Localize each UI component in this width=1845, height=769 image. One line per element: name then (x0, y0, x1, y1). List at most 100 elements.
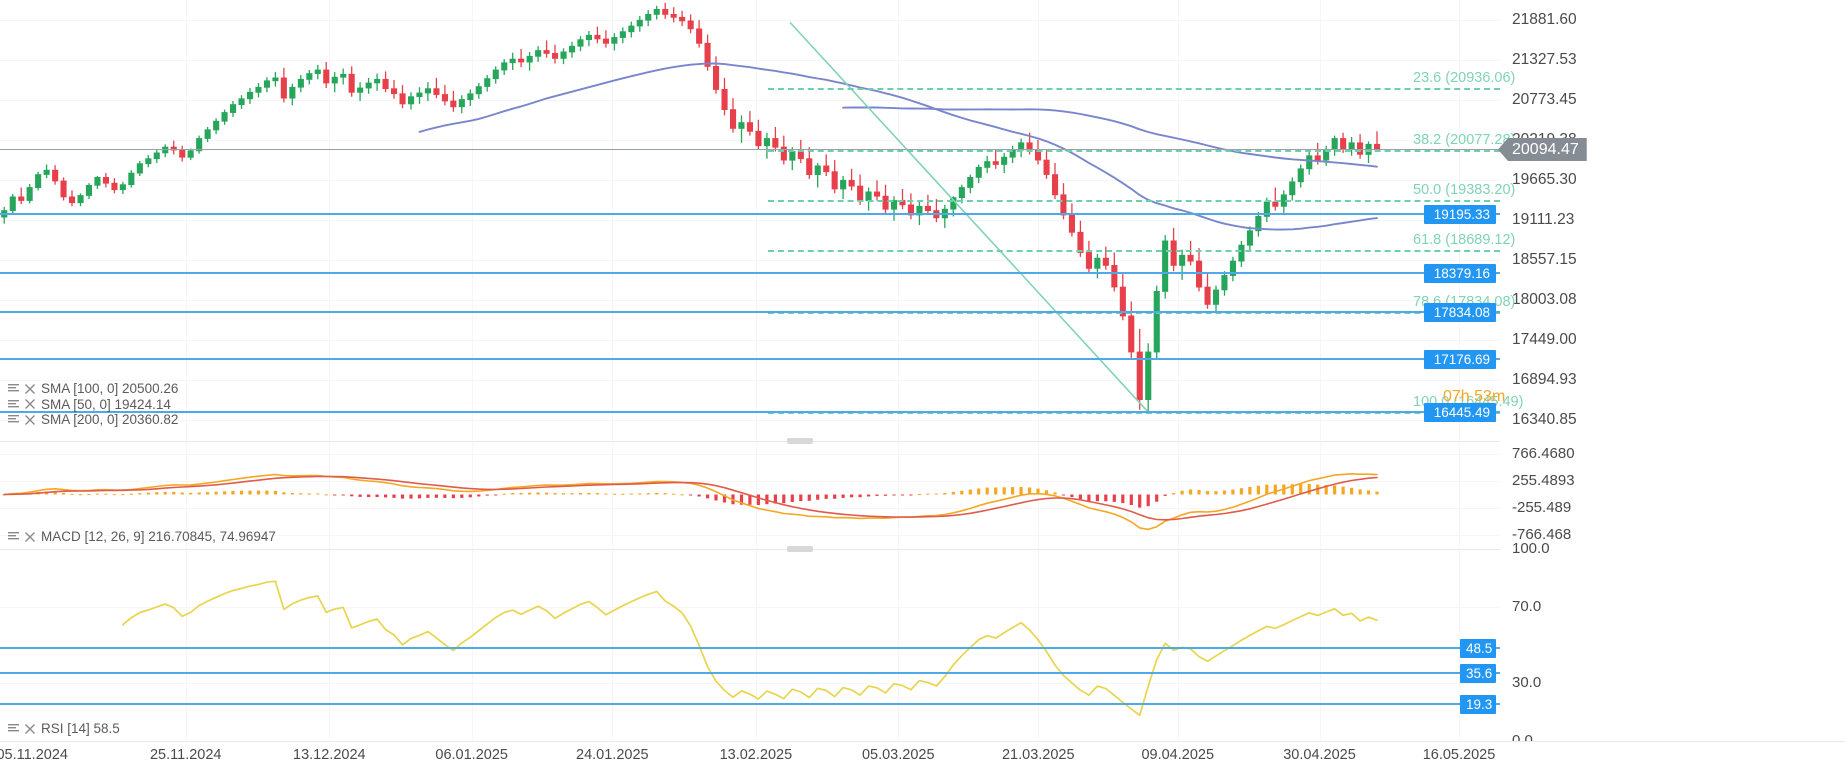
macd-gridline (0, 507, 1500, 509)
vertical-gridline (1177, 0, 1179, 440)
time-axis-tick[interactable]: 05.11.2024 (0, 747, 68, 763)
alert-price-line[interactable] (0, 358, 1500, 361)
vertical-gridline (1319, 549, 1321, 741)
vertical-gridline (755, 549, 757, 741)
vertical-gridline (185, 441, 187, 548)
legend-sma-label: SMA [50, 0] 19424.14 (41, 396, 171, 412)
rsi-axis[interactable]: 100.070.030.00.0 (1500, 541, 1845, 748)
price-gridline (0, 339, 1500, 341)
vertical-gridline (471, 441, 473, 548)
price-gridline (0, 419, 1500, 421)
legend-macd: MACD [12, 26, 9] 216.70845, 74.96947 (8, 529, 276, 544)
price-gridline (0, 20, 1500, 22)
vertical-gridline (329, 549, 331, 741)
legend-close-icon[interactable] (25, 399, 35, 409)
price-axis[interactable]: 21881.6021327.5320773.4520219.3819665.30… (1500, 0, 1845, 440)
legend-close-icon[interactable] (25, 531, 35, 542)
vertical-gridline (898, 549, 900, 741)
vertical-gridline (1319, 0, 1321, 440)
rsi-alert-line[interactable] (0, 646, 1500, 649)
rsi-pane[interactable]: 100.070.030.00.0 48.5 35.6 19.3 RSI [14] 5… (0, 541, 1845, 748)
rsi-alert-badge[interactable]: 48.5 (1460, 638, 1496, 658)
trendline-overlay[interactable] (0, 0, 1500, 440)
candlestick-series (1, 2, 1381, 413)
fib-level-line (768, 88, 1500, 91)
time-axis-tick[interactable]: 13.02.2025 (719, 747, 793, 763)
macd-axis[interactable]: 766.4680 255.4893 -255.489 -766.468 (1500, 441, 1845, 548)
vertical-gridline (1038, 549, 1040, 741)
rsi-alert-line[interactable] (0, 702, 1500, 705)
price-axis-tick: 21327.53 (1512, 51, 1577, 69)
macd-pane[interactable]: 766.4680 255.4893 -255.489 -766.468 MACD [1… (0, 438, 1845, 548)
macd-plot-area[interactable] (0, 441, 1500, 548)
time-axis-tick[interactable]: 16.05.2025 (1422, 747, 1496, 763)
alert-price-badge[interactable]: 17834.08 (1424, 303, 1496, 323)
price-plot-area[interactable] (0, 0, 1500, 440)
time-axis-tick[interactable]: 30.04.2025 (1283, 747, 1356, 763)
rsi-alert-badge[interactable]: 19.3 (1460, 694, 1496, 714)
vertical-gridline (1038, 0, 1040, 440)
price-gridline (0, 259, 1500, 261)
vertical-gridline (471, 0, 473, 440)
legend-settings-icon[interactable] (8, 383, 19, 394)
fib-level-line (768, 200, 1500, 203)
time-axis-tick[interactable]: 21.03.2025 (1001, 747, 1075, 763)
vertical-gridline (1458, 549, 1460, 741)
time-axis-tick[interactable]: 05.03.2025 (861, 747, 935, 763)
fib-level-label: 38.2 (20077.28) (1413, 132, 1516, 149)
alert-price-line[interactable] (0, 271, 1500, 274)
legend-close-icon[interactable] (25, 414, 35, 425)
time-axis-tick[interactable]: 24.01.2025 (576, 747, 649, 763)
vertical-gridline (612, 549, 614, 741)
vertical-gridline (1319, 441, 1321, 548)
fib-level-line (768, 312, 1500, 315)
time-axis[interactable]: 05.11.2024 25.11.2024 13.12.2024 06.01.2025… (0, 741, 1845, 769)
vertical-gridline (185, 549, 187, 741)
legend-sma-50: SMA [50, 0] 19424.14 (8, 397, 171, 412)
price-axis-tick: 20773.45 (1512, 91, 1577, 108)
alert-price-line[interactable] (0, 311, 1500, 314)
alert-price-line[interactable] (0, 212, 1500, 215)
time-axis-tick[interactable]: 06.01.2025 (435, 747, 508, 763)
rsi-alert-line[interactable] (0, 671, 1500, 674)
macd-axis-tick: 255.4893 (1512, 472, 1575, 490)
price-gridline (0, 299, 1500, 301)
macd-axis-tick: -255.489 (1512, 498, 1572, 516)
macd-resize-grip[interactable] (787, 438, 813, 444)
legend-settings-icon[interactable] (8, 414, 19, 425)
time-axis-tick[interactable]: 09.04.2025 (1141, 747, 1215, 763)
vertical-gridline (329, 441, 331, 548)
rsi-pane-separator (0, 549, 1500, 550)
legend-sma-200: SMA [200, 0] 20360.82 (8, 412, 178, 427)
alert-price-badge[interactable]: 16445.49 (1424, 403, 1496, 423)
time-axis-tick[interactable]: 13.12.2024 (293, 747, 366, 763)
fib-level-line (768, 250, 1500, 253)
legend-rsi: RSI [14] 58.5 (8, 721, 120, 736)
time-axis-tick[interactable]: 25.11.2024 (149, 747, 222, 763)
legend-settings-icon[interactable] (8, 399, 19, 410)
rsi-alert-badge[interactable]: 35.6 (1460, 663, 1496, 683)
alert-price-line[interactable] (0, 411, 1500, 414)
legend-close-icon[interactable] (25, 383, 35, 394)
legend-close-icon[interactable] (25, 723, 35, 734)
legend-settings-icon[interactable] (8, 531, 19, 542)
vertical-gridline (185, 0, 187, 440)
alert-price-badge[interactable]: 17176.69 (1424, 350, 1496, 370)
rsi-plot-area[interactable] (0, 549, 1500, 741)
rsi-resize-grip[interactable] (787, 546, 813, 552)
legend-sma-label: SMA [200, 0] 20360.82 (41, 412, 179, 427)
price-axis-tick: 16340.85 (1512, 410, 1577, 428)
legend-rsi-label: RSI [14] 58.5 (41, 721, 120, 736)
legend-settings-icon[interactable] (8, 723, 19, 734)
countdown-timer: 07h 53m (1443, 388, 1506, 406)
price-axis-tick: 16894.93 (1512, 370, 1577, 388)
vertical-gridline (612, 0, 614, 440)
alert-price-badge[interactable]: 19195.33 (1424, 204, 1496, 224)
price-axis-tick: 18557.15 (1512, 250, 1577, 268)
price-pane[interactable]: 21881.6021327.5320773.4520219.3819665.30… (0, 0, 1845, 440)
alert-price-badge[interactable]: 18379.16 (1424, 263, 1496, 283)
fib-level-line (768, 150, 1500, 153)
price-gridline (0, 379, 1500, 381)
vertical-gridline (329, 0, 331, 440)
vertical-gridline (1458, 441, 1460, 548)
